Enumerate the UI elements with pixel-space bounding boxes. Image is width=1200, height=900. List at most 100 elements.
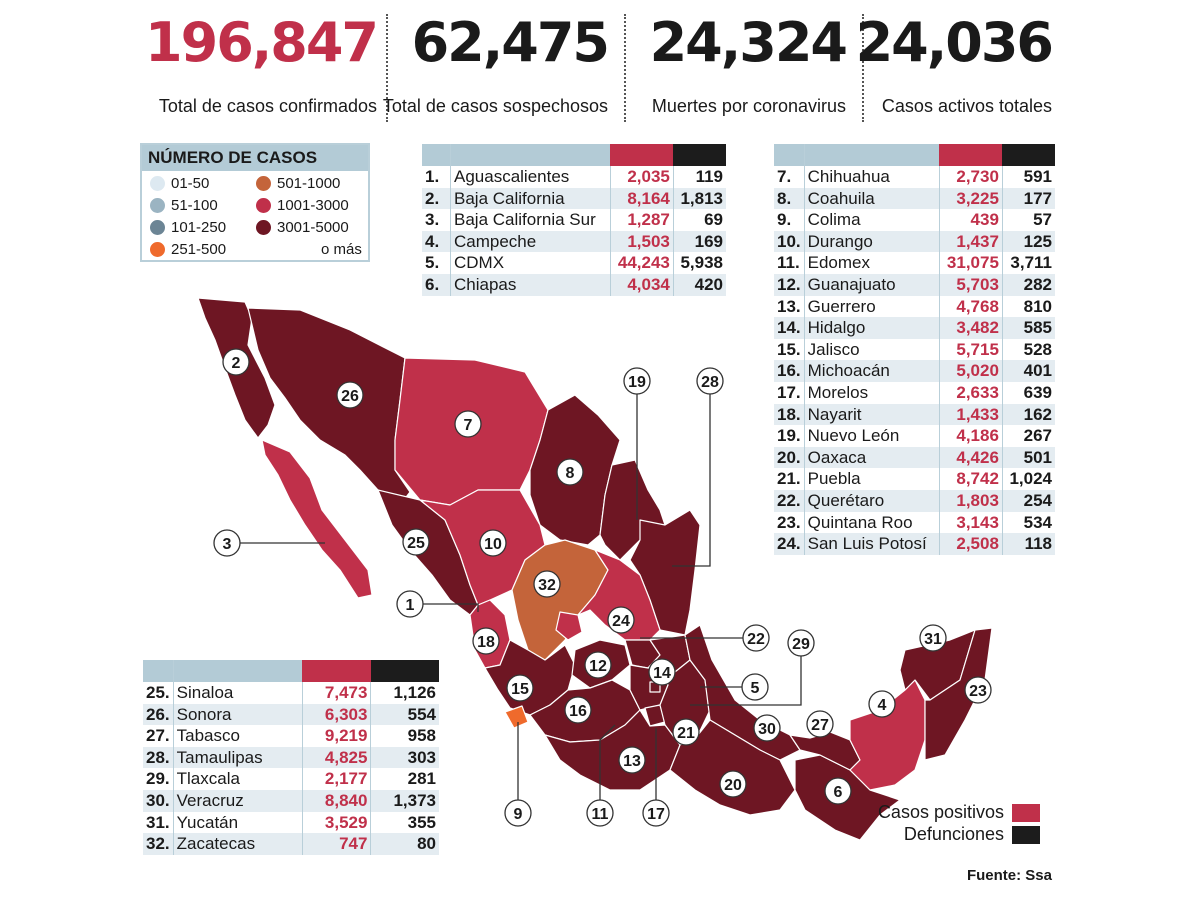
legend-label: 01-50 <box>171 175 210 192</box>
table-row: 12. Guanajuato 5,703 282 <box>774 273 1055 296</box>
state-name: Chiapas <box>450 273 611 296</box>
deaths-value: 80 <box>370 833 439 855</box>
state-marker: 15 <box>506 674 534 702</box>
state-marker: 31 <box>919 624 947 652</box>
state-name: Sonora <box>172 703 303 726</box>
marker-label: 21 <box>677 725 695 742</box>
state-name: Jalisco <box>803 338 940 361</box>
marker-label: 32 <box>538 577 556 594</box>
marker-label: 1 <box>406 597 415 614</box>
circle-icon <box>150 176 165 191</box>
marker-circle <box>533 570 561 598</box>
deaths-value: 554 <box>370 703 439 726</box>
stat-suspected-label: Total de casos sospechosos <box>382 96 608 116</box>
state-name: Veracruz <box>172 789 303 812</box>
marker-circle <box>556 458 584 486</box>
row-number: 11. <box>777 253 800 273</box>
stat-active-value: 24,036 <box>855 11 1054 74</box>
marker-label: 28 <box>701 374 719 391</box>
marker-circle <box>672 718 700 746</box>
cases-value: 3,225 <box>938 187 1003 210</box>
state-name: Aguascalientes <box>450 166 611 188</box>
state-region <box>544 709 681 791</box>
state-marker: 7 <box>454 410 482 438</box>
legend-label: 101-250 <box>171 219 227 236</box>
state-name: Chihuahua <box>803 166 940 188</box>
state-name: Zacatecas <box>172 833 303 855</box>
marker-label: 9 <box>514 806 523 823</box>
cases-value: 8,840 <box>301 789 371 812</box>
table-row: 24. San Luis Potosí 2,508 118 <box>774 533 1055 555</box>
marker-label: 10 <box>484 536 502 553</box>
stat-suspected-value: 62,475 <box>411 11 610 74</box>
table-row: 1. Aguascalientes 2,035 119 <box>422 166 726 188</box>
cases-value: 31,075 <box>938 252 1003 274</box>
divider <box>624 14 626 122</box>
row-number: 25. <box>146 683 170 702</box>
row-number: 7. <box>777 167 792 186</box>
marker-circle <box>454 410 482 438</box>
circle-icon <box>150 198 165 213</box>
state-name: San Luis Potosí <box>803 533 940 555</box>
marker-circle <box>213 529 241 557</box>
circle-icon <box>150 242 165 257</box>
state-marker: 3 <box>213 529 241 557</box>
state-name: Sinaloa <box>172 682 303 704</box>
cases-value: 3,529 <box>301 811 371 834</box>
legend-item: 501-1000 <box>256 175 340 192</box>
deaths-value: 810 <box>1001 295 1055 318</box>
stat-deaths-label: Muertes por coronavirus <box>651 96 846 116</box>
state-name: Nuevo León <box>803 425 940 447</box>
stat-deaths: 24,324 Muertes por coronavirus <box>650 12 848 117</box>
marker-label: 3 <box>223 536 232 553</box>
state-region <box>504 705 529 729</box>
state-name: Tlaxcala <box>172 768 303 790</box>
state-marker: 27 <box>806 710 834 738</box>
cases-value: 3,143 <box>938 511 1003 534</box>
table-row: 26. Sonora 6,303 554 <box>143 703 439 726</box>
marker-circle <box>504 799 532 827</box>
state-marker: 18 <box>472 627 500 655</box>
state-marker: 9 <box>504 799 532 827</box>
table-row: 16. Michoacán 5,020 401 <box>774 360 1055 382</box>
black-swatch-icon <box>1012 825 1040 844</box>
table-row: 3. Baja California Sur 1,287 69 <box>422 209 726 231</box>
legend-label: 1001-3000 <box>277 197 349 214</box>
marker-circle <box>479 529 507 557</box>
state-marker: 1 <box>396 590 424 618</box>
cases-value: 4,768 <box>938 295 1003 318</box>
table-row: 21. Puebla 8,742 1,024 <box>774 468 1055 490</box>
states-table-2: 7. Chihuahua 2,730 591 8. Coahuila 3,225 177 9. C… <box>774 144 1055 555</box>
row-number: 18. <box>774 403 805 426</box>
row-number: 8. <box>774 187 805 210</box>
deaths-value: 169 <box>672 230 726 253</box>
state-marker: 21 <box>672 718 700 746</box>
stat-confirmed-label: Total de casos confirmados <box>158 96 377 116</box>
state-name: Campeche <box>450 230 611 253</box>
marker-circle <box>222 348 250 376</box>
cases-value: 5,020 <box>938 360 1003 382</box>
deaths-value: 1,373 <box>370 789 439 812</box>
table-row: 5. CDMX 44,243 5,938 <box>422 252 726 274</box>
cases-value: 2,633 <box>938 381 1003 404</box>
marker-label: 17 <box>647 806 665 823</box>
table-row: 15. Jalisco 5,715 528 <box>774 338 1055 361</box>
legend-item: 251-500 <box>150 241 226 258</box>
stat-confirmed-value: 196,847 <box>145 11 379 74</box>
legend-label: 3001-5000 <box>277 219 349 236</box>
deaths-value: 118 <box>1001 533 1055 555</box>
deaths-value: 534 <box>1001 511 1055 534</box>
state-region <box>555 611 583 641</box>
marker-label: 26 <box>341 388 359 405</box>
deaths-value: 958 <box>370 725 439 747</box>
row-number: 22. <box>774 489 805 512</box>
marker-label: 20 <box>724 777 742 794</box>
cases-value: 2,177 <box>301 768 371 790</box>
leader-line <box>421 603 479 612</box>
state-marker: 5 <box>741 673 769 701</box>
marker-circle <box>396 590 424 618</box>
row-number: 30. <box>143 789 174 812</box>
marker-label: 24 <box>612 613 630 630</box>
source-note: Fuente: Ssa <box>966 867 1052 884</box>
marker-circle <box>742 624 770 652</box>
